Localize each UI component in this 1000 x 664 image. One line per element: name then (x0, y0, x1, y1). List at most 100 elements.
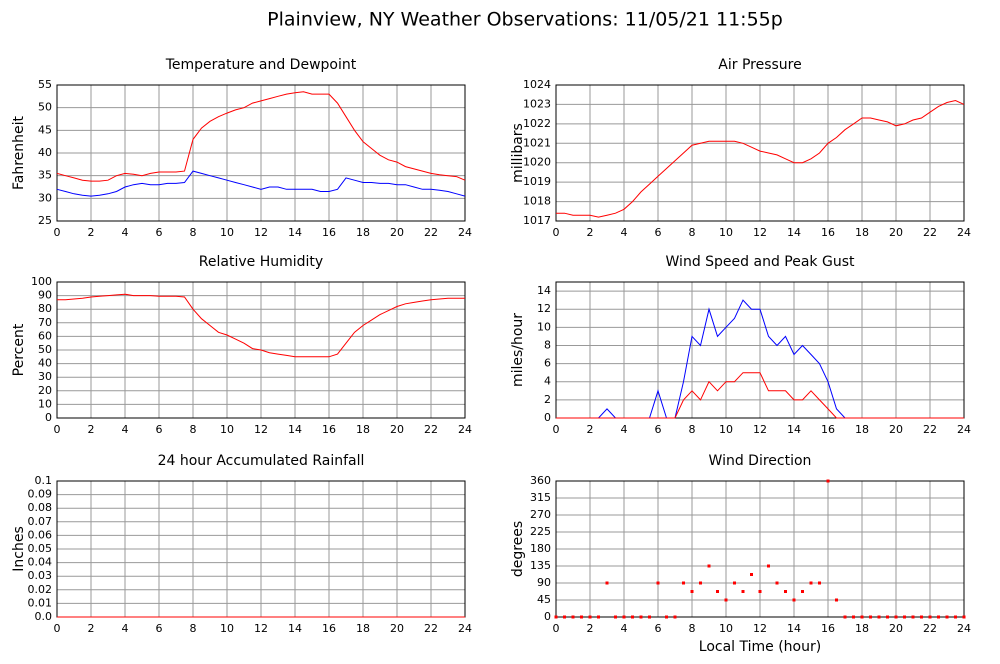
x-tick-label: 4 (122, 423, 129, 436)
x-tick-label: 20 (390, 226, 404, 239)
x-tick-label: 16 (322, 226, 336, 239)
data-point (869, 615, 872, 619)
x-tick-label: 24 (957, 423, 971, 436)
data-point (750, 573, 753, 576)
x-tick-label: 20 (390, 423, 404, 436)
x-tick-label: 4 (122, 622, 129, 635)
y-tick-label: 1023 (523, 97, 551, 110)
x-tick-label: 2 (88, 226, 95, 239)
x-tick-label: 20 (889, 226, 903, 239)
x-tick-label: 0 (54, 622, 61, 635)
x-tick-label: 12 (254, 226, 268, 239)
x-tick-label: 6 (156, 622, 163, 635)
plot-frame (555, 281, 965, 419)
x-tick-label: 4 (122, 226, 129, 239)
data-point (792, 598, 796, 602)
x-tick-label: 14 (288, 622, 302, 635)
x-tick-label: 18 (356, 226, 370, 239)
chart-title: Wind Direction (709, 453, 812, 469)
x-tick-label: 20 (889, 622, 903, 635)
data-point (852, 615, 855, 619)
chart-title: 24 hour Accumulated Rainfall (158, 453, 365, 469)
x-tick-label: 22 (424, 423, 438, 436)
data-point (707, 564, 711, 568)
data-line (556, 99, 965, 218)
data-point (945, 615, 949, 619)
x-tick-label: 6 (655, 423, 662, 436)
y-axis-label: Percent (11, 323, 27, 376)
plot-frame (555, 84, 965, 222)
x-tick-label: 22 (923, 423, 937, 436)
y-tick-label: 100 (31, 275, 52, 288)
data-point (648, 615, 651, 619)
y-tick-label: 4 (544, 375, 551, 388)
y-tick-label: 1018 (523, 195, 551, 208)
y-tick-label: 1020 (523, 156, 551, 169)
data-point (631, 615, 634, 619)
y-tick-label: 90 (38, 289, 52, 302)
y-tick-label: 270 (530, 508, 551, 521)
y-axis-label: millibars (510, 123, 526, 183)
y-tick-label: 20 (38, 384, 52, 397)
data-line (57, 293, 465, 358)
y-tick-label: 0.05 (28, 542, 53, 555)
data-point (928, 615, 932, 619)
data-point (597, 615, 600, 619)
data-point (580, 615, 583, 619)
x-tick-label: 24 (458, 622, 472, 635)
x-tick-label: 20 (390, 622, 404, 635)
x-tick-label: 6 (156, 226, 163, 239)
x-axis-label: Local Time (hour) (699, 639, 821, 655)
chart-title: Relative Humidity (199, 254, 323, 270)
y-tick-label: 6 (544, 357, 551, 370)
x-tick-label: 6 (655, 622, 662, 635)
data-point (911, 615, 915, 619)
y-tick-label: 1022 (523, 117, 551, 130)
data-point (818, 581, 821, 585)
y-tick-label: 1021 (523, 136, 551, 149)
data-point (920, 615, 923, 619)
x-tick-label: 14 (288, 226, 302, 239)
data-point (826, 479, 830, 483)
data-point (622, 615, 626, 619)
chart: Relative HumidityPercent0102030405060708… (11, 254, 472, 436)
y-tick-label: 2 (544, 393, 551, 406)
data-point (860, 615, 864, 619)
x-tick-label: 10 (220, 423, 234, 436)
data-point (954, 615, 957, 619)
y-tick-label: 50 (38, 343, 52, 356)
y-axis-label: miles/hour (510, 313, 526, 387)
y-tick-label: 35 (38, 169, 52, 182)
data-point (716, 590, 719, 593)
plot-frame (56, 84, 466, 222)
data-point (724, 598, 728, 602)
x-tick-label: 24 (458, 226, 472, 239)
y-tick-label: 0.04 (28, 556, 53, 569)
data-point (699, 581, 702, 585)
x-tick-label: 2 (587, 423, 594, 436)
data-point (843, 615, 847, 619)
y-tick-label: 360 (530, 474, 551, 487)
x-tick-label: 14 (288, 423, 302, 436)
x-tick-label: 8 (689, 226, 696, 239)
x-tick-label: 24 (458, 423, 472, 436)
y-tick-label: 50 (38, 101, 52, 114)
data-point (690, 590, 694, 593)
data-point (962, 615, 966, 619)
x-tick-label: 4 (621, 622, 628, 635)
data-point (605, 581, 609, 585)
y-tick-label: 0 (45, 411, 52, 424)
data-point (733, 581, 736, 585)
y-tick-label: 40 (38, 146, 52, 159)
plot-frame (56, 281, 466, 419)
data-point (835, 598, 838, 602)
chart: Air Pressuremillibars1017101810191020102… (510, 57, 971, 239)
data-point (784, 590, 787, 593)
data-point (809, 581, 813, 585)
x-tick-label: 6 (156, 423, 163, 436)
y-tick-label: 0 (544, 411, 551, 424)
x-tick-label: 18 (356, 622, 370, 635)
x-tick-label: 10 (719, 622, 733, 635)
plot-frame (555, 480, 965, 618)
x-tick-label: 18 (855, 423, 869, 436)
